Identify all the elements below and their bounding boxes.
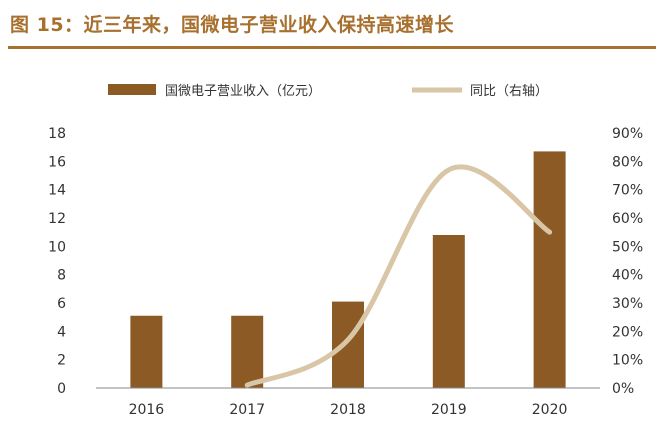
right-axis-tick-label: 70% [612,183,643,199]
right-axis-ticks: 0% 10% 20% 30% 40% 50% 60% 70% 80% 90% [612,126,643,397]
left-axis-tick-label: 18 [48,126,66,142]
legend-bar-swatch [108,84,156,95]
x-axis-tick-label: 2018 [330,402,366,418]
growth-line [244,164,553,388]
left-axis-tick-label: 6 [57,296,66,312]
right-axis-tick-label: 20% [612,324,643,340]
figure-title: 图 15：近三年来，国微电子营业收入保持高速增长 [10,14,455,36]
revenue-bar [130,315,163,388]
left-axis-tick-label: 16 [48,154,66,170]
left-axis-tick-label: 10 [48,239,66,255]
revenue-bar [533,151,566,388]
left-axis-tick-label: 2 [57,353,66,369]
revenue-bar [432,235,465,388]
revenue-bar [332,301,364,388]
x-axis-tick-label: 2020 [532,402,568,418]
right-axis-tick-label: 0% [612,381,634,397]
right-axis-tick-label: 60% [612,211,643,227]
left-axis-tick-label: 12 [48,211,66,227]
left-axis-ticks: 0 2 4 6 8 10 12 14 16 18 [48,126,66,397]
right-axis-tick-label: 40% [612,268,643,284]
x-axis-ticks: 2016 2017 2018 2019 2020 [129,402,568,418]
left-axis-tick-label: 0 [57,381,66,397]
left-axis-tick-label: 8 [57,268,66,284]
right-axis-tick-label: 30% [612,296,643,312]
bar-series [130,151,566,388]
title-underline [8,46,656,49]
legend-bar-label: 国微电子营业收入（亿元） [165,84,321,99]
right-axis-tick-label: 50% [612,239,643,255]
left-axis-tick-label: 14 [48,183,66,199]
right-axis-tick-label: 80% [612,154,643,170]
x-axis-tick-label: 2019 [431,402,467,418]
left-axis-tick-label: 4 [57,324,66,340]
x-axis-tick-label: 2016 [129,402,165,418]
legend-line-label: 同比（右轴） [470,84,548,99]
x-axis-tick-label: 2017 [229,402,265,418]
legend: 国微电子营业收入（亿元） 同比（右轴） [108,84,548,99]
right-axis-tick-label: 10% [612,353,643,369]
revenue-bar [231,315,264,388]
right-axis-tick-label: 90% [612,126,643,142]
growth-line-series [244,164,553,388]
